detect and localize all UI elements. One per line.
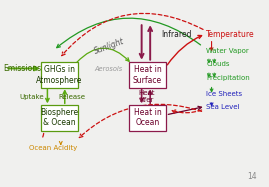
FancyBboxPatch shape	[129, 62, 166, 88]
Text: Aerosols: Aerosols	[95, 66, 123, 72]
Text: Uptake: Uptake	[19, 94, 44, 100]
Text: Clouds: Clouds	[206, 61, 230, 67]
Text: Infrared: Infrared	[161, 30, 191, 39]
Text: Sea Level: Sea Level	[206, 104, 240, 110]
Text: Heat in
Ocean: Heat in Ocean	[134, 108, 161, 127]
Text: Heat in
Surface: Heat in Surface	[133, 65, 162, 85]
Text: 14: 14	[247, 172, 257, 181]
Text: Heat
Xfer: Heat Xfer	[139, 90, 155, 103]
Text: Biosphere
& Ocean: Biosphere & Ocean	[40, 108, 79, 127]
Text: Water Vapor: Water Vapor	[206, 48, 249, 54]
FancyBboxPatch shape	[41, 62, 78, 88]
Text: Precipitation: Precipitation	[206, 75, 250, 81]
Text: Release: Release	[58, 94, 85, 100]
Text: Temperature: Temperature	[206, 30, 255, 39]
Text: Ice Sheets: Ice Sheets	[206, 91, 242, 96]
Text: GHGs in
Atmosphere: GHGs in Atmosphere	[36, 65, 83, 85]
Text: Ocean Acidity: Ocean Acidity	[29, 145, 77, 151]
FancyBboxPatch shape	[41, 105, 78, 131]
FancyBboxPatch shape	[129, 105, 166, 131]
Text: Sunlight: Sunlight	[93, 36, 125, 56]
Text: Emissions: Emissions	[3, 64, 41, 73]
